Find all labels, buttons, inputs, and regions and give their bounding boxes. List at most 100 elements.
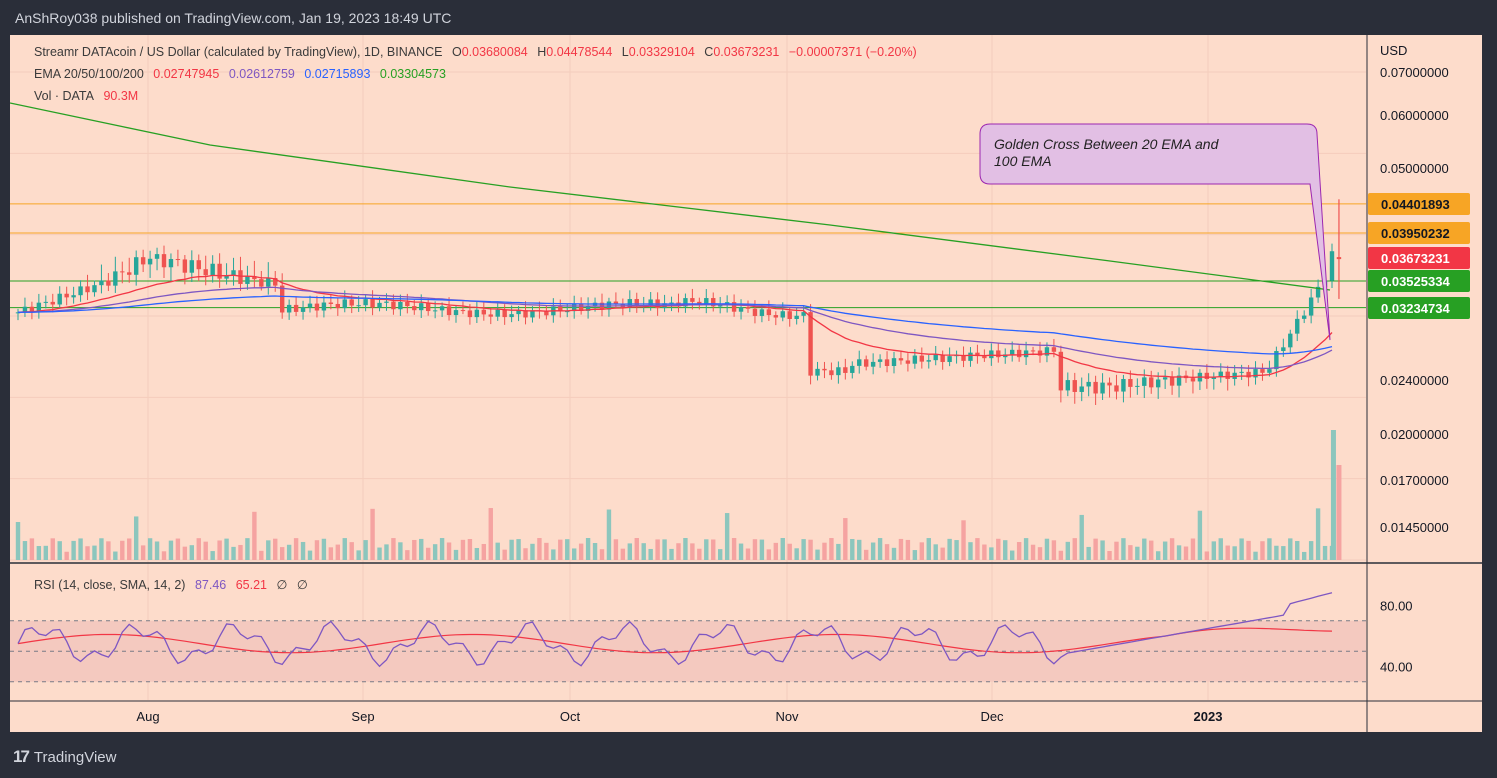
volume-bar: [252, 511, 257, 560]
price-badge-label: 0.03525334: [1381, 274, 1450, 289]
candle-body: [36, 302, 42, 313]
candle-body: [585, 306, 591, 311]
rsi-extra-2: ∅: [296, 578, 308, 592]
volume-bar: [92, 545, 97, 560]
price-badge: [1368, 193, 1470, 215]
volume-bar: [551, 549, 556, 560]
volume-bar: [266, 540, 271, 560]
volume-bar: [22, 541, 28, 560]
candle-body: [648, 299, 653, 306]
candle-body: [1086, 381, 1091, 387]
volume-bar: [801, 539, 806, 560]
tradingview-brand: TradingView: [33, 748, 117, 766]
volume-bar: [933, 544, 938, 560]
volume-bar: [1065, 541, 1071, 560]
volume-bar: [891, 547, 897, 560]
candle-body: [1190, 378, 1196, 382]
volume-bar: [1176, 545, 1182, 560]
candle-body: [273, 277, 278, 286]
candle-body: [731, 302, 737, 312]
candle-body: [488, 314, 493, 317]
candle-body: [161, 254, 167, 268]
volume-bar: [585, 538, 591, 560]
time-axis-label: Nov: [775, 709, 799, 724]
candle-body: [530, 310, 535, 318]
price-axis-label: 0.05000000: [1380, 161, 1449, 176]
volume-bar: [850, 539, 855, 560]
candle-body: [1225, 371, 1230, 379]
volume-bar: [210, 551, 215, 560]
candle-body: [794, 315, 799, 319]
candle-body: [342, 299, 347, 309]
volume-bar: [1322, 545, 1328, 560]
candle-body: [857, 359, 862, 366]
volume-bar: [64, 551, 69, 560]
volume-bar: [335, 544, 341, 560]
volume-bar: [363, 540, 368, 560]
volume-bar: [182, 546, 188, 560]
volume-bar: [516, 539, 521, 560]
chart-panel[interactable]: Golden Cross Between 20 EMA and 100 EMA 0.…: [10, 35, 1482, 732]
candle-body: [398, 302, 403, 310]
volume-bar: [1149, 540, 1154, 560]
volume-bar: [1204, 551, 1210, 560]
volume-bar: [1142, 538, 1147, 560]
volume-bar: [1246, 540, 1251, 560]
candle-body: [113, 271, 118, 286]
volume-bar: [161, 551, 167, 560]
time-axis-label: 2023: [1194, 709, 1223, 724]
candle-body: [1030, 350, 1036, 352]
volume-bar: [467, 539, 473, 560]
volume-bar: [961, 520, 966, 560]
candle-body: [975, 352, 980, 357]
volume-bar: [870, 542, 876, 560]
candle-body: [1058, 351, 1064, 391]
volume-bar: [425, 547, 431, 560]
candle-body: [704, 298, 709, 306]
price-badge-label: 0.04401893: [1381, 197, 1450, 212]
volume-bar: [217, 540, 222, 560]
volume-bar: [300, 541, 306, 560]
volume-bar: [349, 542, 354, 560]
candle-body: [808, 312, 813, 376]
legend-change: −0.00007371 (−0.20%): [788, 45, 917, 59]
volume-bar: [731, 538, 737, 560]
candle-body: [85, 286, 90, 293]
candle-body: [370, 299, 375, 308]
candle-body: [154, 254, 160, 259]
volume-bar: [1239, 538, 1244, 560]
candle-body: [1308, 297, 1314, 316]
candle-body: [1079, 386, 1084, 392]
legend-rsi: RSI (14, close, SMA, 14, 2) 87.46 65.21 …: [34, 577, 314, 592]
volume-bar: [780, 538, 785, 560]
legend-close: C0.03673231: [704, 45, 780, 59]
rsi-axis-label: 80.00: [1380, 598, 1413, 613]
volume-bar: [898, 538, 904, 560]
candle-body: [836, 367, 841, 376]
tradingview-footer[interactable]: 17 TradingView: [13, 747, 116, 767]
candle-body: [481, 309, 487, 315]
candle-body: [412, 306, 417, 311]
candle-body: [565, 311, 570, 313]
volume-bar: [877, 538, 883, 560]
volume-bar: [273, 538, 278, 560]
volume-bar: [120, 540, 125, 560]
rsi-axis-label: 40.00: [1380, 659, 1413, 674]
volume-bar: [439, 538, 445, 560]
price-axis-label: 0.06000000: [1380, 108, 1449, 123]
volume-bar: [342, 538, 347, 560]
volume-bar: [690, 543, 695, 560]
volume-bar: [203, 541, 208, 560]
candle-body: [870, 361, 876, 367]
candle-body: [210, 263, 215, 276]
volume-bar: [1274, 545, 1279, 560]
volume-bar: [620, 548, 626, 560]
candle-body: [1135, 385, 1140, 387]
candle-body: [1044, 347, 1050, 356]
volume-bar: [599, 549, 605, 560]
candle-body: [891, 358, 897, 366]
volume-bar: [1211, 541, 1217, 560]
candle-body: [377, 302, 382, 308]
